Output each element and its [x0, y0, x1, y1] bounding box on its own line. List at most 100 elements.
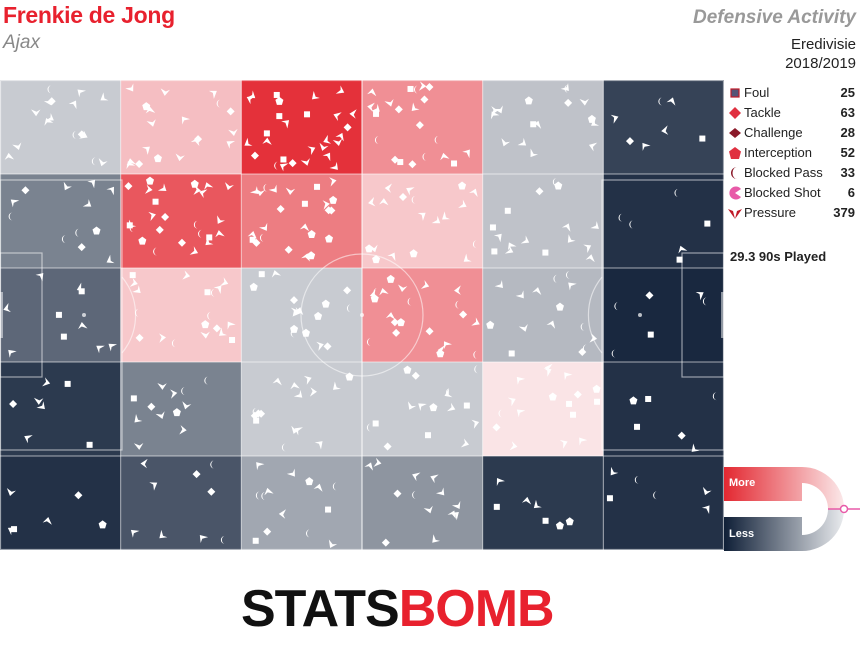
interception-marker: [98, 520, 107, 529]
pressure-marker: [517, 137, 527, 146]
heatmap-cell: [362, 362, 484, 457]
foul-marker: [60, 333, 67, 340]
foul-marker: [229, 337, 236, 344]
tackle-marker: [391, 155, 400, 164]
pressure-marker: [303, 375, 312, 385]
tackle-marker: [47, 97, 56, 106]
interception-marker: [565, 517, 574, 526]
pressure-marker: [368, 196, 376, 207]
tackle-marker: [492, 423, 501, 432]
blocked-pass-marker: [498, 409, 503, 418]
tackle-marker: [323, 342, 332, 351]
pressure-marker: [411, 102, 420, 111]
heatmap-cell: [362, 80, 484, 175]
blocked-pass-marker: [181, 387, 186, 396]
legend-row-blocked-shot: Blocked Shot 6: [727, 183, 857, 203]
blocked-pass-marker: [472, 240, 477, 249]
season-label: 2018/2019: [785, 55, 856, 72]
pressure-marker: [518, 324, 528, 332]
pressure-marker: [418, 403, 427, 412]
tackle-marker: [394, 105, 403, 114]
foul-marker: [493, 503, 500, 510]
interception-marker: [429, 403, 438, 412]
pressure-marker: [316, 341, 324, 351]
foul-marker: [64, 380, 71, 387]
blocked-pass-marker: [61, 235, 66, 244]
pressure-marker: [385, 312, 396, 320]
pressure-marker: [204, 182, 214, 190]
pressure-marker: [384, 99, 394, 107]
tackle-marker: [415, 121, 424, 130]
left-penalty-box: [0, 179, 123, 451]
interception-marker: [555, 302, 564, 311]
scale-marker: [839, 504, 849, 514]
pressure-marker: [100, 92, 109, 101]
tackle-marker: [564, 98, 573, 107]
tackle-marker: [459, 310, 468, 319]
pressure-marker: [82, 199, 92, 207]
pressure-marker: [379, 198, 389, 206]
left-goal: [0, 292, 3, 338]
heatmap-cell: [120, 456, 242, 550]
pressure-marker: [249, 186, 259, 194]
blocked-pass-marker: [75, 228, 80, 237]
heatmap-cell: [603, 268, 724, 363]
pressure-marker: [12, 142, 22, 151]
blocked-pass-marker: [216, 99, 221, 108]
pressure-marker: [311, 90, 320, 100]
interception-marker: [548, 392, 557, 401]
pressure-marker: [432, 534, 441, 543]
foul-marker: [130, 395, 137, 402]
pressure-marker: [691, 443, 700, 452]
heatmap-cell: [241, 456, 363, 550]
heatmap-cell: [482, 456, 604, 550]
blocked-pass-marker: [198, 229, 203, 238]
interception-marker: [290, 324, 299, 333]
heatmap-cell: [362, 174, 484, 269]
foul-marker: [542, 517, 549, 524]
pressure-marker: [106, 186, 115, 196]
interception-marker: [555, 521, 564, 530]
foul-marker: [86, 441, 93, 448]
pressure-marker: [87, 179, 96, 189]
legend-row-interception: Interception 52: [727, 143, 857, 163]
heatmap-cell: [482, 362, 604, 457]
heatmap-cell: [241, 268, 363, 363]
centre-circle: [300, 253, 424, 377]
tackle-marker: [383, 442, 392, 451]
blocked-pass-marker: [653, 491, 658, 500]
pressure-marker: [454, 285, 461, 295]
interception-marker: [249, 282, 258, 291]
foul-marker: [252, 537, 259, 544]
pressure-marker: [333, 112, 342, 121]
pressure-marker: [146, 119, 156, 127]
pressure-marker: [68, 100, 77, 110]
blocked-pass-marker: [474, 365, 479, 374]
foul-marker: [508, 350, 515, 357]
statsbomb-logo: STATSBOMB: [241, 580, 555, 638]
blocked-pass-marker: [553, 274, 558, 283]
pressure-marker: [199, 189, 208, 199]
interception-marker: [92, 226, 101, 235]
tackle-marker: [411, 371, 420, 380]
pressure-marker: [141, 146, 150, 155]
pressure-marker: [559, 439, 568, 449]
pressure-marker: [591, 117, 600, 126]
blocked-pass-marker: [407, 297, 412, 306]
blocked-pass-marker: [366, 338, 371, 347]
foul-marker: [699, 135, 706, 142]
pressure-marker: [532, 287, 542, 295]
pressure-marker: [335, 85, 345, 94]
foul-marker: [373, 110, 380, 117]
pressure-marker: [501, 138, 511, 147]
pressure-marker: [300, 158, 310, 166]
pressure-marker: [108, 343, 118, 352]
pressure-marker: [543, 368, 552, 377]
pressure-marker: [293, 307, 302, 317]
right-penalty-box: [601, 179, 724, 451]
pressure-marker: [160, 88, 170, 96]
interception-marker: [275, 96, 284, 105]
pressure-marker: [369, 289, 378, 299]
logo-stats: STATS: [241, 580, 400, 638]
pressure-marker: [442, 211, 451, 220]
